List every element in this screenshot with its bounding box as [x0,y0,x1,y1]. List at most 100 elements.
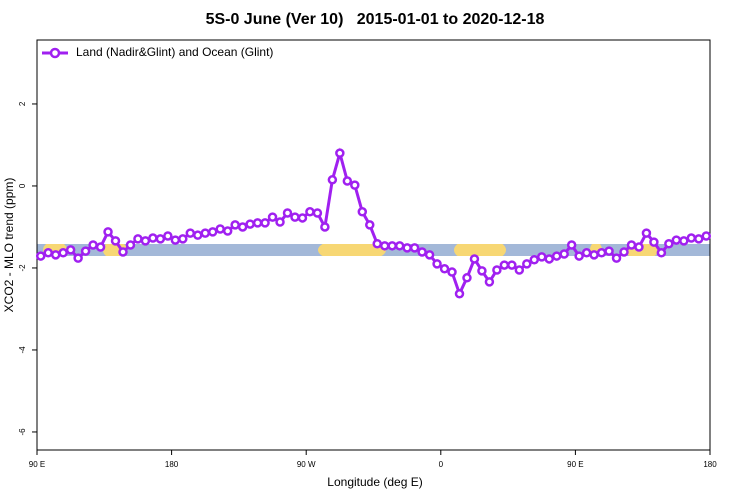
point [634,242,644,252]
point [215,224,225,234]
point [73,253,83,263]
point [95,242,106,252]
point [335,148,345,158]
legend-text: Land (Nadir&Glint) and Ocean (Glint) [76,45,273,59]
point [118,247,128,257]
y-tick-label: -4 [18,346,27,354]
point [43,248,53,258]
x-tick-label: 90 W [297,460,316,469]
y-tick-label: 2 [18,101,27,106]
y-tick-label: -6 [18,428,27,436]
point [477,266,487,276]
point [320,222,330,232]
point [544,254,554,264]
x-tick-label: 0 [439,460,444,469]
point [447,267,457,277]
point [611,253,622,263]
point [409,243,420,253]
y-tick-label: 0 [18,183,27,188]
point [327,175,338,185]
point [155,234,166,244]
point [350,180,360,190]
x-tick-label: 180 [703,460,717,469]
point [664,239,674,249]
point [267,212,278,222]
point [230,220,240,230]
point [499,260,510,270]
point [574,251,584,261]
point [551,251,562,261]
point [529,255,540,265]
point [462,273,472,283]
legend-marker [49,47,61,59]
point [372,239,382,249]
point [484,277,495,287]
x-tick-label: 90 E [29,460,45,469]
point [402,243,412,253]
point [596,248,607,258]
point [454,289,465,299]
point [312,208,323,218]
point [469,254,480,264]
point [275,217,285,227]
point [649,237,659,247]
point [163,231,173,241]
point [193,230,203,240]
point [50,250,61,260]
point [701,231,712,241]
point [178,234,188,244]
point [604,246,614,256]
point [245,219,255,229]
point [88,240,98,250]
point [387,241,397,251]
point [417,247,427,257]
point [379,241,390,251]
point [342,176,353,186]
point [581,248,592,258]
point [492,265,502,275]
point [305,207,315,217]
point [559,249,569,259]
point [537,252,547,262]
point [110,236,121,246]
point [148,233,158,243]
point [133,234,143,244]
point [35,251,46,261]
point [125,240,136,250]
point [686,233,697,243]
point [394,241,405,251]
point [641,228,652,238]
point [626,240,637,250]
point [290,212,300,222]
point [103,227,113,237]
x-tick-label: 180 [165,460,179,469]
point [80,246,91,256]
point [656,248,667,258]
point [237,222,248,232]
point [522,259,532,269]
x-tick-label: 90 E [567,460,583,469]
y-tick-label: -2 [18,264,27,272]
point [297,213,308,223]
point [185,228,196,238]
point [357,207,368,217]
point [260,218,270,228]
point [170,235,181,245]
chart-title: 5S-0 June (Ver 10) 2015-01-01 to 2020-12… [206,11,545,28]
point [439,264,450,274]
point [679,236,689,246]
plot-frame [36,39,711,451]
point [140,236,151,246]
point [432,259,442,269]
point [200,228,210,238]
point [252,218,263,228]
point [424,250,435,260]
point [514,265,525,275]
point [589,250,599,260]
y-axis-label: XCO2 - MLO trend (ppm) [2,178,16,313]
point [566,240,577,250]
point [65,245,76,255]
point [507,260,517,270]
point [619,247,629,257]
